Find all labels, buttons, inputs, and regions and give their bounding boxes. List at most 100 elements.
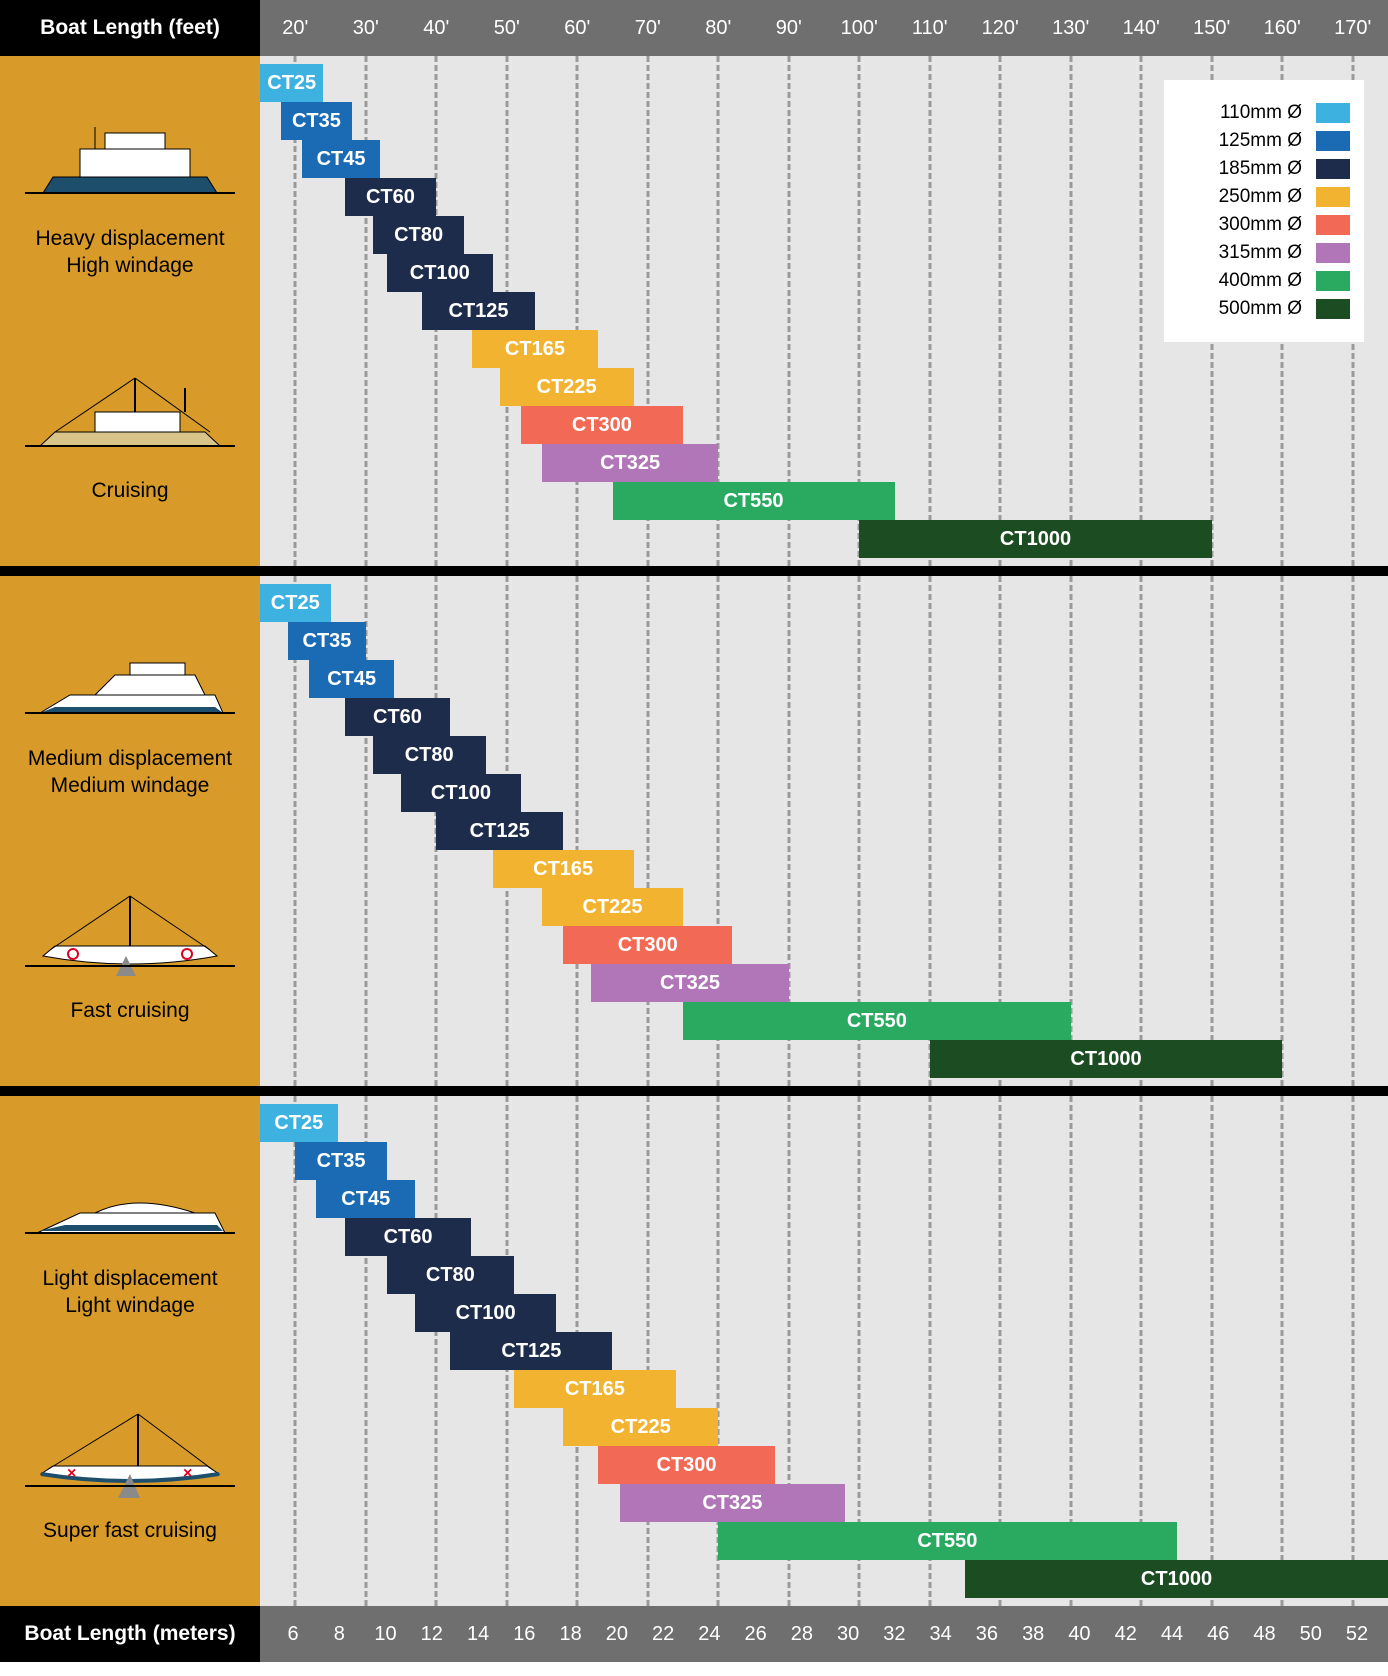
bottom-tick: 36 — [976, 1623, 998, 1646]
svg-text:×: × — [67, 1465, 76, 1482]
range-bar: CT60 — [345, 178, 437, 216]
boat-category-label: Super fast cruising — [25, 1517, 235, 1544]
legend-swatch — [1316, 299, 1350, 319]
range-bar: CT45 — [316, 1180, 415, 1218]
top-tick: 170' — [1334, 17, 1371, 40]
svg-text:×: × — [183, 1465, 192, 1482]
boat-category: Heavy displacementHigh windage — [25, 117, 235, 279]
gridline — [576, 56, 579, 566]
gridline — [435, 1096, 438, 1606]
section-divider — [0, 566, 1388, 576]
range-bar: CT45 — [309, 660, 394, 698]
bottom-tick: 8 — [334, 1623, 345, 1646]
legend-item: 185mm Ø — [1178, 158, 1350, 180]
boat-category-label: Fast cruising — [25, 997, 235, 1024]
gridline — [1281, 576, 1284, 1086]
range-bar: CT35 — [288, 622, 366, 660]
gridline — [1140, 576, 1143, 1086]
gridline — [1210, 1096, 1213, 1606]
trawler-icon — [25, 117, 235, 214]
racer-cruiser-icon — [25, 890, 235, 987]
legend-swatch — [1316, 243, 1350, 263]
top-axis-row: Boat Length (feet) 20'30'40'50'60'70'80'… — [0, 0, 1388, 56]
legend-label: 400mm Ø — [1219, 270, 1302, 292]
legend-swatch — [1316, 131, 1350, 151]
flybridge-icon — [25, 637, 235, 734]
range-bar: CT80 — [373, 216, 465, 254]
top-tick: 100' — [841, 17, 878, 40]
chart-sections: 110mm Ø125mm Ø185mm Ø250mm Ø300mm Ø315mm… — [0, 56, 1388, 1606]
range-bar: CT80 — [373, 736, 486, 774]
side-panel: Heavy displacementHigh windage Cruising — [0, 56, 260, 566]
boat-category-label: Medium windage — [25, 772, 235, 799]
gridline — [1210, 576, 1213, 1086]
range-bar: CT325 — [542, 444, 718, 482]
section-medium: Medium displacementMedium windage Fast c… — [0, 576, 1388, 1086]
range-bar: CT550 — [613, 482, 895, 520]
bottom-tick: 38 — [1022, 1623, 1044, 1646]
side-panel: Light displacementLight windage × × Super… — [0, 1096, 260, 1606]
top-tick: 20' — [282, 17, 308, 40]
range-bar: CT1000 — [930, 1040, 1283, 1078]
boat-category: Light displacementLight windage — [25, 1157, 235, 1319]
boat-category: × × Super fast cruising — [25, 1410, 235, 1545]
legend-item: 250mm Ø — [1178, 186, 1350, 208]
boat-category-label: High windage — [25, 252, 235, 279]
range-bar: CT550 — [683, 1002, 1071, 1040]
legend-swatch — [1316, 271, 1350, 291]
legend-item: 500mm Ø — [1178, 298, 1350, 320]
thruster-selection-chart: Boat Length (feet) 20'30'40'50'60'70'80'… — [0, 0, 1388, 1662]
range-bar: CT300 — [598, 1446, 774, 1484]
bottom-tick: 18 — [559, 1623, 581, 1646]
gridline — [928, 56, 931, 566]
legend: 110mm Ø125mm Ø185mm Ø250mm Ø300mm Ø315mm… — [1164, 80, 1364, 342]
legend-item: 125mm Ø — [1178, 130, 1350, 152]
bottom-tick: 30 — [837, 1623, 859, 1646]
gridline — [999, 56, 1002, 566]
top-tick: 80' — [705, 17, 731, 40]
range-bar: CT80 — [387, 1256, 514, 1294]
range-bar: CT35 — [295, 1142, 387, 1180]
bottom-tick: 20 — [606, 1623, 628, 1646]
section-divider — [0, 1086, 1388, 1096]
range-bar: CT325 — [591, 964, 788, 1002]
boat-category: Medium displacementMedium windage — [25, 637, 235, 799]
section-light: Light displacementLight windage × × Super… — [0, 1096, 1388, 1606]
bottom-tick: 40 — [1068, 1623, 1090, 1646]
range-bar: CT100 — [415, 1294, 556, 1332]
gridline — [646, 576, 649, 1086]
range-bar: CT25 — [260, 584, 331, 622]
bottom-tick: 52 — [1346, 1623, 1368, 1646]
legend-label: 250mm Ø — [1219, 186, 1302, 208]
top-tick: 110' — [912, 17, 948, 40]
range-bar: CT225 — [500, 368, 634, 406]
range-bar: CT100 — [401, 774, 521, 812]
range-bar: CT125 — [436, 812, 563, 850]
top-tick: 60' — [564, 17, 590, 40]
legend-label: 110mm Ø — [1220, 102, 1302, 124]
bottom-tick: 12 — [421, 1623, 443, 1646]
gridline — [1140, 56, 1143, 566]
range-bar: CT125 — [422, 292, 535, 330]
bottom-tick: 14 — [467, 1623, 489, 1646]
race-yacht-icon: × × — [25, 1410, 235, 1507]
top-tick: 50' — [494, 17, 520, 40]
legend-swatch — [1316, 187, 1350, 207]
gridline — [1351, 1096, 1354, 1606]
bottom-tick: 26 — [745, 1623, 767, 1646]
boat-category-label: Light windage — [25, 1292, 235, 1319]
range-bar: CT25 — [260, 1104, 338, 1142]
range-bar: CT165 — [493, 850, 634, 888]
legend-swatch — [1316, 215, 1350, 235]
legend-item: 300mm Ø — [1178, 214, 1350, 236]
motorsailer-icon — [25, 370, 235, 467]
top-tick: 130' — [1052, 17, 1089, 40]
legend-label: 185mm Ø — [1219, 158, 1302, 180]
bottom-tick: 6 — [287, 1623, 298, 1646]
top-tick: 90' — [776, 17, 802, 40]
gridline — [576, 576, 579, 1086]
legend-swatch — [1316, 159, 1350, 179]
gridline — [364, 56, 367, 566]
range-bar: CT45 — [302, 140, 380, 178]
boat-category-label: Medium displacement — [25, 745, 235, 772]
